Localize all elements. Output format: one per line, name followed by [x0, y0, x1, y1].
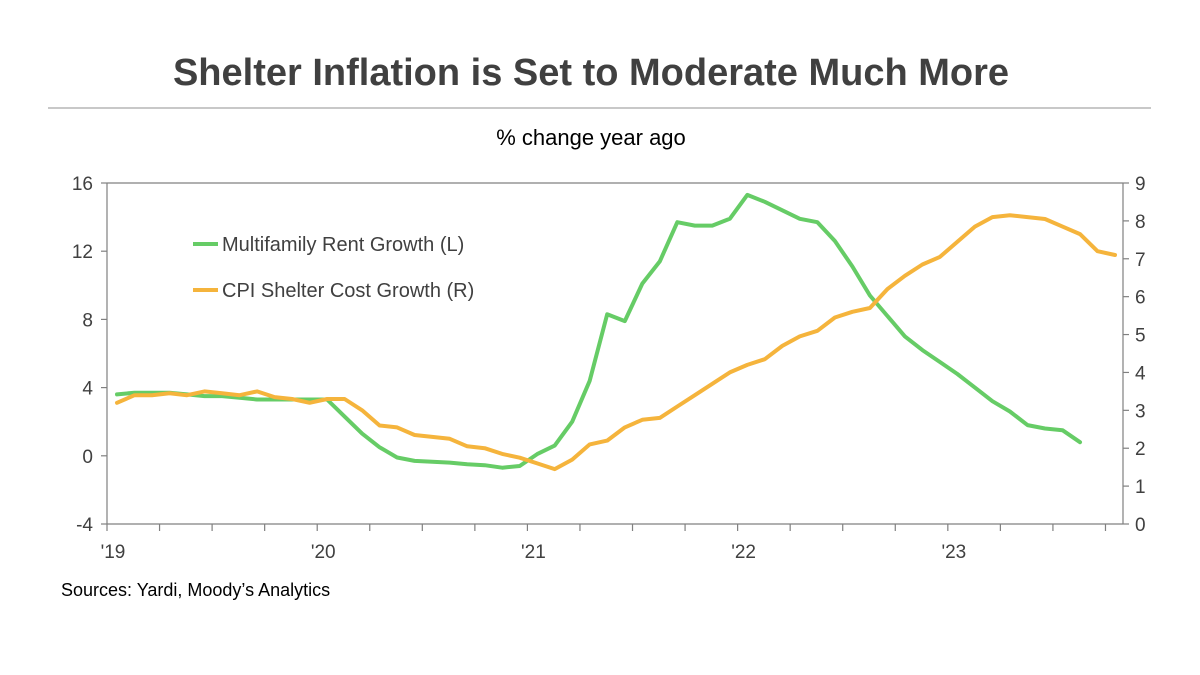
x-tick-label: '23 — [941, 542, 966, 563]
legend: Multifamily Rent Growth (L) CPI Shelter C… — [193, 234, 474, 302]
left-tick-label: 8 — [82, 310, 93, 331]
legend-label-cpi: CPI Shelter Cost Growth (R) — [222, 280, 474, 302]
x-tick-label: '20 — [311, 542, 336, 563]
left-tick-label: 16 — [72, 174, 93, 195]
chart-title: Shelter Inflation is Set to Moderate Muc… — [172, 52, 1010, 94]
right-tick-label: 3 — [1135, 401, 1146, 422]
left-tick-label: 4 — [82, 379, 93, 400]
right-tick-label: 8 — [1135, 212, 1146, 233]
right-tick-label: 2 — [1135, 439, 1146, 460]
right-tick-label: 0 — [1135, 515, 1146, 536]
chart-subtitle: % change year ago — [496, 125, 686, 150]
rent-growth-line — [115, 192, 1082, 470]
cpi-shelter-line — [115, 213, 1117, 472]
source-note: Sources: Yardi, Moody’s Analytics — [61, 580, 331, 600]
series-lines — [115, 192, 1117, 472]
right-tick-label: 4 — [1135, 363, 1146, 384]
title-divider — [48, 107, 1151, 109]
right-tick-label: 9 — [1135, 174, 1146, 195]
x-tick-label: '19 — [101, 542, 126, 563]
left-tick-label: -4 — [76, 515, 93, 536]
right-tick-label: 1 — [1135, 477, 1146, 498]
right-tick-label: 7 — [1135, 250, 1146, 271]
x-tick-label: '21 — [521, 542, 546, 563]
right-tick-label: 6 — [1135, 288, 1146, 309]
x-tick-label: '22 — [731, 542, 756, 563]
legend-label-rent: Multifamily Rent Growth (L) — [222, 234, 464, 256]
left-tick-label: 0 — [82, 447, 93, 468]
right-tick-label: 5 — [1135, 326, 1146, 347]
left-tick-label: 12 — [72, 242, 93, 263]
